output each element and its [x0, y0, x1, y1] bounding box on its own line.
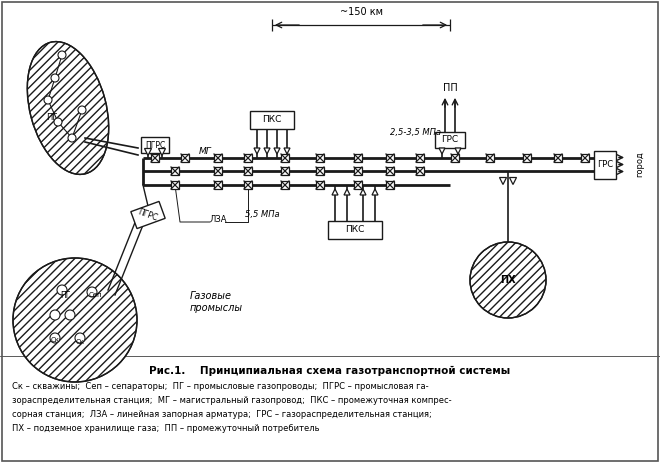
Circle shape — [57, 285, 67, 295]
Bar — [328, 221, 382, 239]
Bar — [281, 154, 289, 162]
Bar — [171, 167, 179, 175]
Text: Сеп: Сеп — [88, 292, 102, 298]
Bar — [554, 154, 562, 162]
Bar — [416, 167, 424, 175]
Bar — [316, 167, 324, 175]
Text: ПКС: ПКС — [262, 115, 282, 125]
Bar — [386, 154, 394, 162]
Polygon shape — [284, 148, 290, 154]
Text: зораспределительная станция;  МГ – магистральный газопровод;  ПКС – промежуточна: зораспределительная станция; МГ – магист… — [12, 396, 451, 405]
Text: ПГ: ПГ — [60, 290, 70, 300]
Circle shape — [78, 106, 86, 114]
Polygon shape — [500, 177, 506, 184]
Text: ПГРС: ПГРС — [137, 207, 159, 223]
Bar — [435, 132, 465, 148]
Text: МГ: МГ — [199, 148, 211, 156]
Bar — [214, 154, 222, 162]
Bar — [281, 181, 289, 189]
Ellipse shape — [27, 42, 109, 175]
Text: Ск: Ск — [51, 337, 59, 343]
Text: 2,5-3,5 МПа: 2,5-3,5 МПа — [390, 129, 441, 138]
Bar — [316, 154, 324, 162]
Circle shape — [65, 310, 75, 320]
Circle shape — [75, 333, 85, 343]
Bar — [244, 181, 252, 189]
Polygon shape — [332, 189, 338, 195]
Circle shape — [58, 51, 66, 59]
Circle shape — [51, 74, 59, 82]
Bar — [523, 154, 531, 162]
Polygon shape — [254, 148, 260, 154]
Bar — [214, 181, 222, 189]
Bar — [250, 111, 294, 129]
Polygon shape — [455, 148, 461, 154]
Bar — [451, 154, 459, 162]
Bar — [354, 181, 362, 189]
Text: ПП: ПП — [443, 83, 457, 93]
Text: сорная станция;  ЛЗА – линейная запорная арматура;  ГРС – газораспределительная : сорная станция; ЛЗА – линейная запорная … — [12, 410, 432, 419]
Polygon shape — [158, 149, 166, 156]
Polygon shape — [344, 189, 350, 195]
Bar — [316, 181, 324, 189]
Bar — [416, 154, 424, 162]
Polygon shape — [264, 148, 270, 154]
Text: ЛЗА: ЛЗА — [210, 215, 228, 225]
Polygon shape — [439, 148, 445, 154]
Bar — [141, 137, 169, 153]
Text: Ск: Ск — [75, 339, 84, 345]
Text: ~150 км: ~150 км — [339, 7, 383, 17]
Circle shape — [44, 96, 52, 104]
Text: ПКС: ПКС — [345, 225, 365, 234]
Circle shape — [68, 134, 76, 142]
Bar — [244, 154, 252, 162]
Polygon shape — [145, 149, 152, 156]
Text: ПХ: ПХ — [500, 275, 516, 285]
Bar — [594, 150, 616, 179]
Text: ГРС: ГРС — [597, 160, 613, 169]
Polygon shape — [372, 189, 378, 195]
Polygon shape — [510, 177, 517, 184]
Bar — [244, 167, 252, 175]
Ellipse shape — [13, 258, 137, 382]
Circle shape — [50, 310, 60, 320]
Text: ГРС: ГРС — [442, 136, 459, 144]
Bar — [386, 167, 394, 175]
Bar — [486, 154, 494, 162]
Bar — [281, 167, 289, 175]
Bar — [354, 167, 362, 175]
Text: Газовые
промыслы: Газовые промыслы — [190, 291, 243, 313]
Bar — [354, 154, 362, 162]
Bar — [171, 181, 179, 189]
Bar — [386, 181, 394, 189]
Bar — [151, 154, 159, 162]
Text: Ск – скважины;  Сеп – сепараторы;  ПГ – промысловые газопроводы;  ПГРС – промысл: Ск – скважины; Сеп – сепараторы; ПГ – пр… — [12, 382, 428, 391]
Circle shape — [50, 333, 60, 343]
Bar — [214, 167, 222, 175]
Circle shape — [87, 287, 97, 297]
Text: ПГРС: ПГРС — [145, 140, 165, 150]
Circle shape — [54, 118, 62, 126]
Polygon shape — [360, 189, 366, 195]
Bar — [581, 154, 589, 162]
Text: ПХ – подземное хранилище газа;  ПП – промежуточный потребитель: ПХ – подземное хранилище газа; ПП – пром… — [12, 424, 319, 433]
Ellipse shape — [470, 242, 546, 318]
Bar — [131, 201, 165, 229]
Bar — [181, 154, 189, 162]
Text: ПГ: ПГ — [46, 113, 58, 123]
Text: город: город — [635, 151, 644, 177]
Text: Рис.1.    Принципиальная схема газотранспортной системы: Рис.1. Принципиальная схема газотранспор… — [149, 366, 511, 376]
Text: 5,5 МПа: 5,5 МПа — [245, 211, 280, 219]
Polygon shape — [274, 148, 280, 154]
